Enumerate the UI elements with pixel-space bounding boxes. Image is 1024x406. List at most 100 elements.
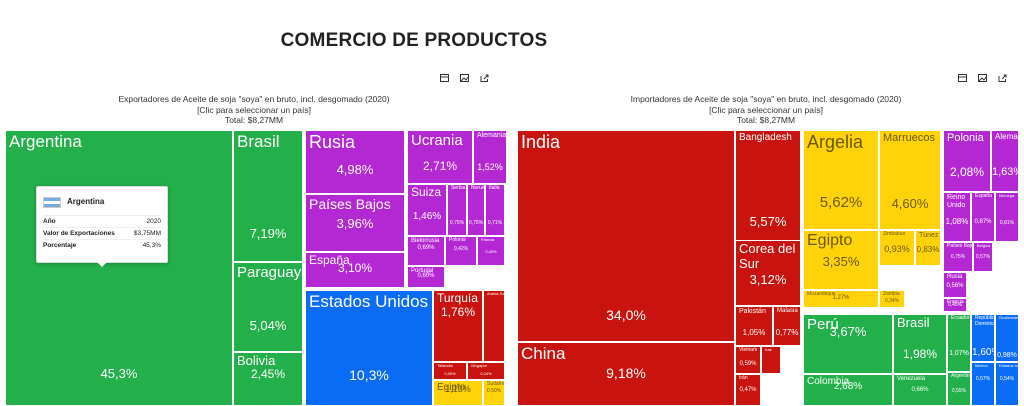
tile-value: 0,54%	[999, 376, 1015, 382]
tile-egipto[interactable]: Egipto 3,35%	[803, 230, 879, 290]
table-icon[interactable]	[440, 74, 449, 82]
tile-malasia[interactable]: Malasia 0,77%	[773, 306, 801, 346]
tile-noruega[interactable]: Noruega 0,75%	[467, 184, 485, 236]
tile-rusia[interactable]: Rusia 0,56%	[943, 272, 967, 298]
tile-túnez[interactable]: Túnez 0,83%	[915, 230, 941, 266]
tile-egipto[interactable]: Egipto 1,13%	[433, 380, 483, 406]
tile-colombia[interactable]: Colombia 2,68%	[803, 374, 893, 406]
tile-label: Paraguay	[237, 264, 302, 281]
tile-méxico[interactable]: México 0,57%	[971, 362, 995, 406]
tile-vietnam[interactable]: Vietnam 0,59%	[735, 346, 761, 374]
tile-bélgica[interactable]: Bélgica 0,57%	[973, 242, 993, 272]
tile-zimbabue[interactable]: Zimbabue 0,93%	[879, 230, 915, 266]
importers-chart-title: Importadores de Aceite de soja "soya" en…	[512, 94, 1020, 126]
tile-value: 3,35%	[822, 254, 860, 269]
tile-irak[interactable]: Irak	[761, 346, 781, 374]
tile-label: Bielorrusia	[411, 238, 440, 244]
tile-tailandia[interactable]: Tailandia 0,30%	[433, 362, 467, 380]
tile-brasil[interactable]: Brasil 7,19%	[233, 130, 303, 262]
image-icon[interactable]	[460, 74, 469, 82]
tile-reino-unido[interactable]: Reino Unido 1,08%	[943, 192, 971, 242]
tile-países-bajos[interactable]: Países Bajos 3,96%	[305, 194, 405, 252]
tile-venezuela[interactable]: Venezuela 0,66%	[893, 374, 947, 406]
tile-alemania[interactable]: Alemania 1,52%	[473, 130, 507, 184]
tile-label: Países Bajos	[947, 243, 972, 249]
tile-paraguay[interactable]: Paraguay 5,04%	[233, 262, 303, 352]
tooltip: Argentina Año 2020 Valor de Exportaciones…	[36, 186, 168, 267]
tile-irán[interactable]: Irán 0,47%	[735, 374, 761, 406]
tile-value: 1,07%	[949, 350, 969, 357]
tile-zambia[interactable]: Zambia 0,34%	[879, 290, 905, 308]
tile-value: 0,81%	[999, 220, 1015, 226]
tile-label: Turquía	[437, 291, 478, 305]
tile-value: 45,3%	[100, 366, 138, 381]
tile-arabia-saudita[interactable]: Arabia Saudita	[483, 290, 505, 362]
tile-value: 1,46%	[412, 211, 442, 222]
tile-marruecos[interactable]: Marruecos 4,60%	[879, 130, 941, 230]
tile-polonia[interactable]: Polonia 0,42%	[445, 236, 477, 266]
tile-república-dominicana[interactable]: República Dominicana 1,60%	[971, 314, 995, 362]
tile-value: 0,71%	[487, 220, 503, 226]
tile-sudáfrica[interactable]: Sudáfrica0,50%	[483, 380, 505, 406]
tile-españa[interactable]: España 0,87%	[971, 192, 995, 242]
tile-label: España	[309, 253, 350, 267]
tile-bielorrusia[interactable]: Bielorrusia 0,69%	[407, 236, 445, 266]
importers-panel: Importadores de Aceite de soja "soya" en…	[512, 72, 1020, 406]
tile-value: 2,68%	[833, 381, 863, 392]
tile-turquía[interactable]: Turquía 1,76%	[433, 290, 483, 362]
tile-alemania[interactable]: Alemania 1,63%	[991, 130, 1019, 192]
table-icon[interactable]	[958, 74, 967, 82]
share-icon[interactable]	[998, 74, 1007, 82]
tile-argentina[interactable]: Argentina 45,3%	[5, 130, 233, 406]
tile-label: Brasil	[897, 315, 930, 330]
tile-label: Egipto	[437, 382, 466, 393]
tile-label: Alemania	[995, 132, 1018, 141]
tile-rusia[interactable]: Rusia 4,98%	[305, 130, 405, 194]
tile-label: Estados Unidos	[309, 292, 429, 311]
image-icon[interactable]	[978, 74, 987, 82]
tile-label: Noruega	[471, 185, 485, 191]
tile-singapur[interactable]: Singapur 0,24%	[467, 362, 505, 380]
importers-subtitle: [Clic para seleccionar un país]	[709, 104, 823, 115]
tile-value: 1,08%	[945, 217, 969, 226]
tile-perú[interactable]: Perú 3,67%	[803, 314, 893, 374]
tile-estados-unidos[interactable]: Estados Unidos 10,3%	[305, 290, 433, 406]
tile-guatemala[interactable]: Guatemala 0,98%	[995, 314, 1019, 362]
tile-argelia[interactable]: Argelia 5,62%	[803, 130, 879, 230]
tile-serbia[interactable]: Serbia 0,75%	[447, 184, 467, 236]
tile-value: 7,19%	[249, 226, 287, 241]
tile-pakistán[interactable]: Pakistán 1,05%	[735, 306, 773, 346]
tile-ucrania[interactable]: Ucrania 2,71%	[407, 130, 473, 184]
tile-label: Irán	[739, 375, 748, 381]
page-title: COMERCIO DE PRODUCTOS	[280, 30, 548, 51]
tile-value: 34,0%	[606, 307, 646, 323]
tile-italia[interactable]: Italia 0,71%	[485, 184, 505, 236]
tile-mozambique[interactable]: Mozambique 1,27%	[803, 290, 879, 308]
tile-argentina[interactable]: Argentina 0,55%	[947, 372, 971, 406]
tile-china[interactable]: China 9,18%	[517, 342, 735, 406]
tile-label: Túnez	[919, 232, 939, 239]
tile-españa[interactable]: España 3,10%	[305, 252, 405, 288]
tile-label: República Dominicana	[975, 315, 995, 327]
tile-polonia[interactable]: Polonia 2,08%	[943, 130, 991, 192]
tile-value: 4,98%	[336, 162, 374, 177]
tile-value: 0,30%	[444, 371, 456, 376]
tile-value: 1,76%	[440, 305, 476, 319]
tile-países-bajos[interactable]: Países Bajos 0,75%	[943, 242, 973, 272]
tile-ecuador[interactable]: Ecuador 1,07%	[947, 314, 971, 372]
tile-brasil[interactable]: Brasil 1,98%	[893, 314, 947, 374]
tile-portugal[interactable]: Portugal 0,60%	[407, 266, 445, 288]
share-icon[interactable]	[480, 74, 489, 82]
tile-bolivia[interactable]: Bolivia 2,45%	[233, 352, 303, 406]
tile-estados-unidos[interactable]: Estados Unidos 0,54%	[995, 362, 1019, 406]
tile-francia[interactable]: Francia 0,45%	[943, 298, 967, 312]
tile-value: 1,27%	[832, 295, 850, 301]
tooltip-label: Porcentaje	[43, 242, 77, 249]
tile-value: 0,87%	[974, 219, 992, 225]
tile-india[interactable]: India 34,0%	[517, 130, 735, 342]
tile-suiza[interactable]: Suiza 1,46%	[407, 184, 447, 236]
tile-francia[interactable]: Francia 0,45%	[477, 236, 505, 266]
tile-noruega[interactable]: Noruega 0,81%	[995, 192, 1019, 242]
tile-corea-del-sur[interactable]: Corea del Sur 3,12%	[735, 240, 801, 306]
tile-label: Suiza	[411, 185, 442, 199]
